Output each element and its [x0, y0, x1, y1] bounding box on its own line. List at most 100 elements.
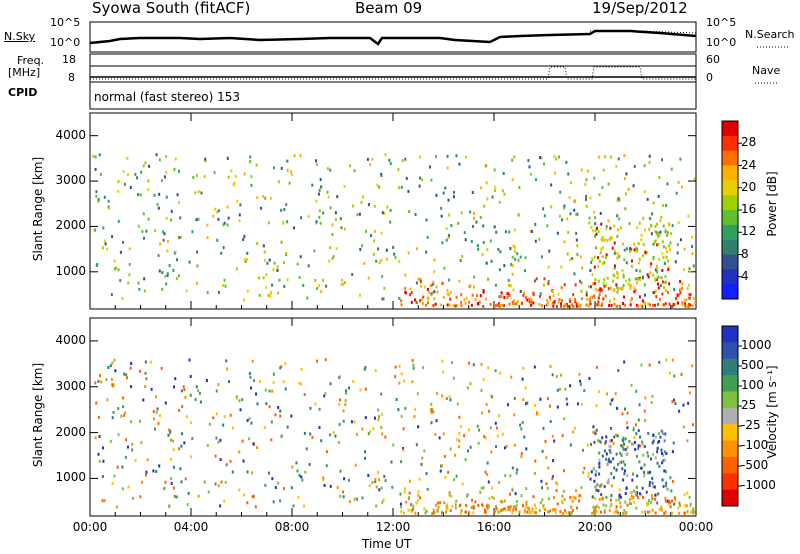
- power-scatter-cell: [594, 246, 597, 250]
- power-scatter-cell: [633, 242, 636, 246]
- power-scatter-cell: [393, 252, 396, 256]
- power-scatter-cell: [166, 239, 169, 243]
- power-scatter-cell: [223, 278, 226, 282]
- velocity-scatter-cell: [471, 498, 474, 502]
- velocity-scatter-cell: [324, 392, 327, 396]
- power-scatter-cell: [621, 302, 624, 306]
- velocity-scatter-cell: [569, 384, 572, 388]
- power-scatter-cell: [629, 303, 632, 307]
- power-scatter-cell: [269, 294, 272, 298]
- velocity-scatter-cell: [650, 457, 653, 461]
- velocity-scatter-cell: [608, 457, 611, 461]
- velocity-scatter-cell: [102, 459, 105, 463]
- power-scatter-cell: [635, 268, 638, 272]
- velocity-scatter-cell: [131, 448, 134, 452]
- velocity-scatter-cell: [430, 410, 433, 414]
- power-scatter-cell: [692, 296, 695, 300]
- power-scatter-cell: [599, 287, 602, 291]
- power-scatter-cell: [569, 258, 572, 262]
- power-scatter-cell: [575, 238, 578, 242]
- power-scatter-cell: [665, 204, 668, 208]
- power-scatter-cell: [629, 286, 632, 290]
- power-scatter-cell: [351, 272, 354, 276]
- power-scatter-cell: [607, 182, 610, 186]
- velocity-scatter-cell: [290, 486, 293, 490]
- velocity-scatter-cell: [610, 426, 613, 430]
- power-scatter-cell: [666, 233, 669, 237]
- power-scatter-cell: [552, 304, 555, 308]
- velocity-scatter-cell: [538, 508, 541, 512]
- velocity-scatter-cell: [279, 366, 282, 370]
- velocity-scatter-cell: [652, 439, 655, 443]
- velocity-scatter-cell: [449, 447, 452, 451]
- power-scatter-cell: [668, 223, 671, 227]
- power-scatter-cell: [629, 247, 632, 251]
- velocity-scatter-cell: [170, 481, 173, 485]
- power-scatter-cell: [432, 280, 435, 284]
- power-scatter-cell: [679, 238, 682, 242]
- velocity-scatter-cell: [640, 493, 643, 497]
- power-scatter-cell: [502, 304, 505, 308]
- power-scatter-cell: [653, 303, 656, 307]
- velocity-colorbar-label: -100: [741, 438, 769, 452]
- velocity-scatter-cell: [214, 454, 217, 458]
- power-scatter-cell: [471, 190, 474, 194]
- velocity-scatter-cell: [111, 361, 114, 365]
- power-scatter-cell: [627, 282, 630, 286]
- power-scatter-cell: [560, 304, 563, 308]
- velocity-scatter-cell: [109, 439, 112, 443]
- power-scatter-cell: [576, 244, 579, 248]
- nave-tick-bottom: 0: [706, 71, 713, 84]
- velocity-scatter-cell: [613, 435, 616, 439]
- power-colorbar-segment: [722, 254, 738, 270]
- velocity-scatter-cell: [180, 444, 183, 448]
- power-scatter-cell: [107, 206, 110, 210]
- velocity-scatter-cell: [454, 506, 457, 510]
- velocity-scatter-cell: [153, 417, 156, 421]
- velocity-scatter-cell: [183, 388, 186, 392]
- power-scatter-cell: [637, 241, 640, 245]
- power-scatter-cell: [280, 208, 283, 212]
- power-scatter-cell: [432, 304, 435, 308]
- velocity-scatter-cell: [649, 500, 652, 504]
- velocity-scatter-cell: [678, 409, 681, 413]
- velocity-scatter-cell: [615, 505, 618, 509]
- power-scatter-cell: [513, 155, 516, 159]
- velocity-scatter-cell: [634, 423, 637, 427]
- power-scatter-cell: [643, 293, 646, 297]
- power-scatter-cell: [609, 226, 612, 230]
- power-scatter-cell: [265, 285, 268, 289]
- velocity-scatter-cell: [458, 431, 461, 435]
- power-scatter-cell: [530, 297, 533, 301]
- velocity-scatter-cell: [345, 389, 348, 393]
- power-scatter-cell: [238, 219, 241, 223]
- power-scatter-cell: [663, 261, 666, 265]
- velocity-scatter-cell: [626, 411, 629, 415]
- power-scatter-cell: [524, 295, 527, 299]
- velocity-scatter-cell: [144, 360, 147, 364]
- velocity-scatter-cell: [435, 503, 438, 507]
- power-scatter-cell: [511, 158, 514, 162]
- velocity-scatter-cell: [609, 402, 612, 406]
- velocity-scatter-cell: [618, 488, 621, 492]
- velocity-scatter-cell: [591, 511, 594, 515]
- power-scatter-cell: [647, 302, 650, 306]
- velocity-scatter-cell: [493, 497, 496, 501]
- velocity-scatter-cell: [441, 359, 444, 363]
- power-scatter-cell: [140, 170, 143, 174]
- velocity-scatter-cell: [637, 444, 640, 448]
- velocity-scatter-cell: [423, 449, 426, 453]
- velocity-scatter-cell: [662, 431, 665, 435]
- power-scatter-cell: [570, 304, 573, 308]
- velocity-scatter-cell: [692, 511, 695, 515]
- nave-label: Nave: [752, 64, 781, 77]
- velocity-scatter-cell: [225, 463, 228, 467]
- velocity-scatter-cell: [496, 434, 499, 438]
- velocity-scatter-cell: [654, 493, 657, 497]
- power-scatter-cell: [447, 236, 450, 240]
- velocity-scatter-cell: [185, 415, 188, 419]
- power-scatter-cell: [633, 164, 636, 168]
- power-scatter-cell: [508, 230, 511, 234]
- velocity-scatter-cell: [338, 375, 341, 379]
